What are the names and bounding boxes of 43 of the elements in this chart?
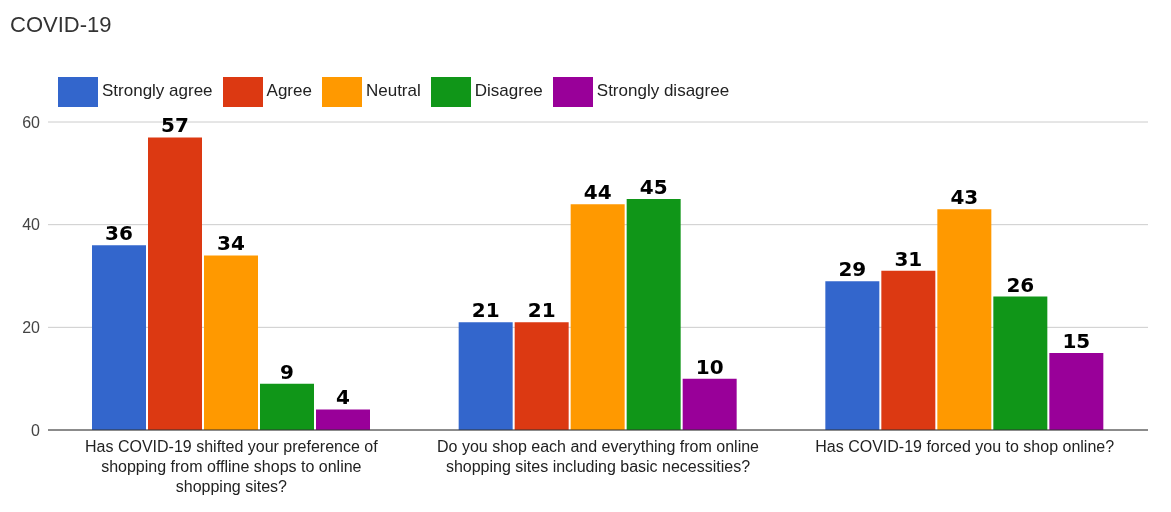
bar (316, 409, 370, 430)
x-tick-label: Do you shop each and everything from online shopping sites including basic necessities? (437, 438, 760, 475)
legend-label: Neutral (365, 81, 421, 101)
data-label: 29 (838, 257, 867, 282)
x-tick-label: Has COVID-19 forced you to shop online? (815, 438, 1115, 455)
bar (626, 199, 681, 430)
data-label: 21 (471, 298, 500, 323)
data-label: 31 (894, 246, 923, 271)
bar (682, 378, 737, 430)
data-label: 44 (583, 180, 612, 205)
data-label: 15 (1062, 329, 1091, 353)
legend-label: Strongly agree (102, 81, 213, 101)
legend-label: Disagree (474, 81, 543, 101)
bar (1049, 353, 1104, 430)
chart-title: COVID-19 (9, 11, 113, 39)
x-tick-label: Has COVID-19 shifted your preference of shopping from offline shops to online shopping sites? (85, 438, 379, 495)
bar (937, 209, 992, 430)
bar (458, 322, 513, 430)
data-label: 26 (1006, 272, 1035, 297)
bar (148, 137, 202, 430)
legend-label: Agree (266, 81, 312, 101)
bar (881, 270, 936, 430)
data-label: 34 (217, 231, 245, 256)
bar (514, 322, 569, 430)
data-label: 45 (639, 175, 668, 199)
data-label: 57 (161, 113, 189, 138)
bar (570, 204, 625, 430)
data-label: 9 (280, 359, 294, 384)
bar (260, 383, 314, 430)
bar (825, 281, 880, 430)
data-label: 21 (527, 298, 556, 323)
data-label: 36 (105, 221, 133, 246)
data-label: 10 (695, 354, 724, 379)
bar (993, 296, 1048, 430)
data-label: 43 (950, 185, 979, 210)
data-label: 4 (336, 385, 350, 410)
legend-label: Strongly disagree (596, 81, 730, 101)
y-tick-label: 20 (22, 319, 41, 337)
bar (92, 245, 146, 430)
bar (204, 255, 258, 430)
y-tick-label: 40 (22, 216, 41, 234)
y-tick-label: 60 (22, 113, 41, 131)
y-tick-label: 0 (31, 421, 41, 439)
